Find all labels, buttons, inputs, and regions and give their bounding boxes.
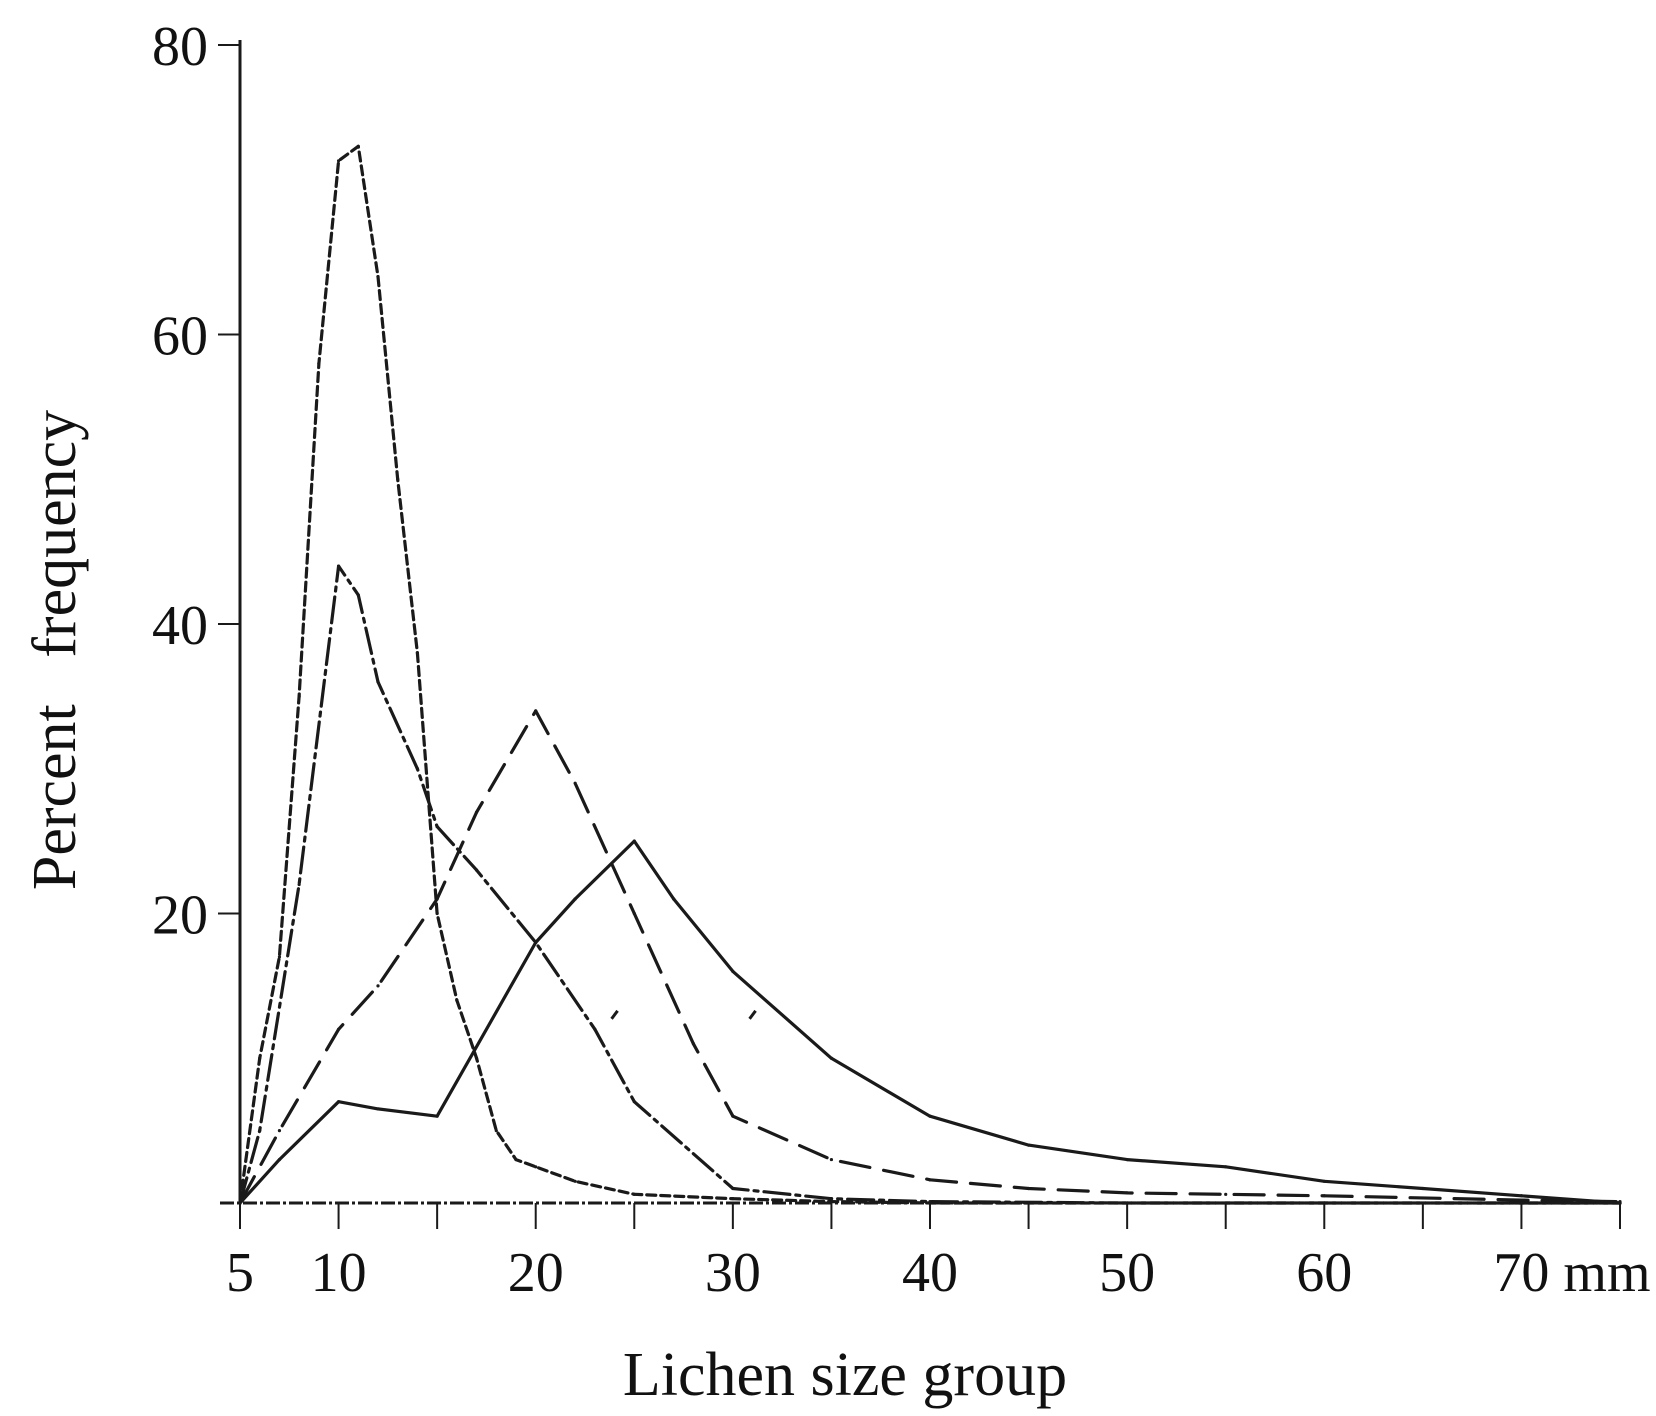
data-point	[829, 1197, 834, 1201]
x-tick-label: 5	[226, 1242, 254, 1304]
data-point	[1224, 1192, 1228, 1196]
data-point	[258, 1129, 262, 1133]
y-tick-label: 80	[152, 16, 208, 78]
data-point	[632, 1100, 636, 1104]
y-tick-label: 20	[152, 885, 208, 947]
data-point	[415, 651, 420, 655]
data-point	[534, 1165, 538, 1169]
data-point	[1322, 1201, 1326, 1205]
tick-labels: 20 40 60 80 5 10 20 30 40 50 60 70 mm	[152, 16, 1651, 1304]
data-point	[1224, 1165, 1228, 1169]
series-line-solid	[238, 839, 1622, 1205]
data-point	[1618, 1201, 1622, 1205]
data-point	[632, 1192, 636, 1196]
x-tick-label: 50	[1099, 1242, 1155, 1304]
data-point	[277, 1129, 282, 1133]
data-point	[1421, 1186, 1425, 1191]
data-point	[336, 159, 341, 163]
data-point	[238, 1201, 242, 1205]
data-point	[1125, 1201, 1129, 1205]
data-point	[376, 680, 380, 684]
data-point	[534, 709, 538, 713]
data-point	[336, 1100, 341, 1104]
data-point	[474, 1056, 479, 1060]
y-tick-label: 60	[152, 306, 208, 368]
data-point	[376, 1107, 380, 1111]
data-point	[297, 694, 301, 698]
data-point	[376, 275, 380, 279]
data-point	[1519, 1201, 1524, 1205]
data-point	[573, 897, 577, 901]
data-point	[1026, 1143, 1031, 1147]
x-tick-label: 40	[902, 1242, 958, 1304]
data-point	[731, 1186, 735, 1191]
y-tick-label: 40	[152, 595, 208, 657]
data-point	[455, 998, 459, 1002]
data-point	[731, 1197, 735, 1201]
x-tick-label: 10	[311, 1242, 367, 1304]
stray-mark	[748, 1009, 757, 1020]
data-point	[593, 1027, 597, 1031]
data-point	[356, 593, 360, 597]
data-point	[731, 1114, 735, 1118]
data-point	[672, 897, 676, 901]
x-tick-label: 70 mm	[1493, 1242, 1650, 1304]
data-point	[376, 984, 380, 988]
data-point	[1322, 1194, 1326, 1198]
x-tick-label: 30	[705, 1242, 761, 1304]
data-point	[277, 1157, 282, 1162]
data-point	[1125, 1191, 1129, 1195]
data-point	[297, 882, 301, 887]
data-point	[928, 1199, 932, 1204]
series-line-dash-dot	[238, 564, 1622, 1205]
data-point	[435, 911, 439, 916]
data-point	[336, 564, 341, 568]
data-point	[435, 897, 439, 901]
stray-mark	[610, 1009, 619, 1020]
x-tick-label: 60	[1296, 1242, 1352, 1304]
data-point	[928, 1178, 932, 1182]
data-point	[435, 1114, 439, 1118]
data-point	[258, 1056, 262, 1060]
data-point	[317, 361, 321, 366]
x-tick-label: 20	[508, 1242, 564, 1304]
data-point	[474, 868, 479, 872]
data-point	[277, 955, 282, 959]
data-point	[435, 825, 439, 829]
data-point	[731, 969, 735, 974]
data-point	[514, 1157, 518, 1162]
data-point	[829, 1199, 834, 1204]
data-point	[336, 1027, 341, 1031]
data-point	[1519, 1194, 1524, 1198]
series-group	[238, 144, 1622, 1205]
data-point	[632, 911, 636, 916]
data-point	[474, 810, 479, 814]
data-point	[829, 1157, 834, 1162]
data-point	[534, 940, 538, 945]
series-line-long-dash	[238, 709, 1622, 1205]
data-point	[632, 839, 636, 843]
data-point	[928, 1114, 932, 1118]
data-point	[396, 477, 400, 481]
data-point	[1026, 1186, 1031, 1191]
axes	[218, 40, 1621, 1229]
data-point	[494, 1129, 498, 1133]
series-line-short-dash	[238, 144, 1622, 1205]
data-point	[415, 767, 420, 771]
data-point	[1322, 1179, 1326, 1183]
data-point	[356, 144, 360, 148]
data-point	[1125, 1157, 1129, 1162]
x-axis-title: Lichen size group	[623, 1341, 1067, 1409]
data-point	[691, 1042, 696, 1046]
y-axis-title: Percent frequency	[21, 410, 89, 890]
data-point	[829, 1056, 834, 1060]
data-point	[573, 1179, 577, 1183]
data-point	[1519, 1198, 1524, 1202]
data-point	[573, 781, 577, 785]
